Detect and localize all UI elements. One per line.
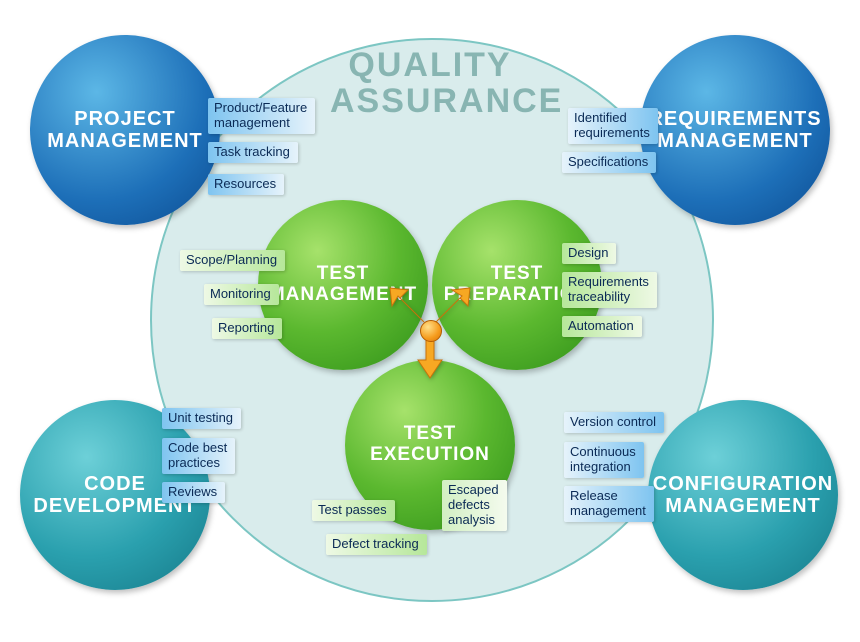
- tag-rm-specifications: Specifications: [562, 152, 656, 173]
- tag-cm-release: Release management: [564, 486, 654, 522]
- tag-cm-version-control: Version control: [564, 412, 664, 433]
- tag-cd-best-practices: Code best practices: [162, 438, 235, 474]
- title-line2: ASSURANCE: [330, 82, 563, 120]
- node-configuration-management: CONFIGURATION MANAGEMENT: [648, 400, 838, 590]
- tag-pm-resources: Resources: [208, 174, 284, 195]
- tag-tp-automation: Automation: [562, 316, 642, 337]
- tag-te-test-passes: Test passes: [312, 500, 395, 521]
- tag-pm-product-feature: Product/Feature management: [208, 98, 315, 134]
- node-label: PROJECT MANAGEMENT: [38, 108, 212, 152]
- node-requirements-management: REQUIREMENTS MANAGEMENT: [640, 35, 830, 225]
- hub-center-dot: [420, 320, 442, 342]
- tag-cm-ci: Continuous integration: [564, 442, 644, 478]
- node-label: CONFIGURATION MANAGEMENT: [653, 473, 833, 517]
- tag-pm-task-tracking: Task tracking: [208, 142, 298, 163]
- node-test-management: TEST MANAGEMENT: [258, 200, 428, 370]
- node-label: REQUIREMENTS MANAGEMENT: [648, 108, 822, 152]
- title-line1: QUALITY: [348, 46, 511, 84]
- tag-cd-unit-testing: Unit testing: [162, 408, 241, 429]
- tag-te-defect-tracking: Defect tracking: [326, 534, 427, 555]
- tag-rm-identified: Identified requirements: [568, 108, 658, 144]
- tag-tm-monitoring: Monitoring: [204, 284, 279, 305]
- tag-tp-req-trace: Requirements traceability: [562, 272, 657, 308]
- tag-tp-design: Design: [562, 243, 616, 264]
- node-label: TEST EXECUTION: [351, 424, 509, 466]
- tag-cd-reviews: Reviews: [162, 482, 225, 503]
- tag-tm-reporting: Reporting: [212, 318, 282, 339]
- tag-te-escaped: Escaped defects analysis: [442, 480, 507, 531]
- diagram-title: QUALITY ASSURANCE: [330, 48, 530, 119]
- tag-tm-scope: Scope/Planning: [180, 250, 285, 271]
- node-project-management: PROJECT MANAGEMENT: [30, 35, 220, 225]
